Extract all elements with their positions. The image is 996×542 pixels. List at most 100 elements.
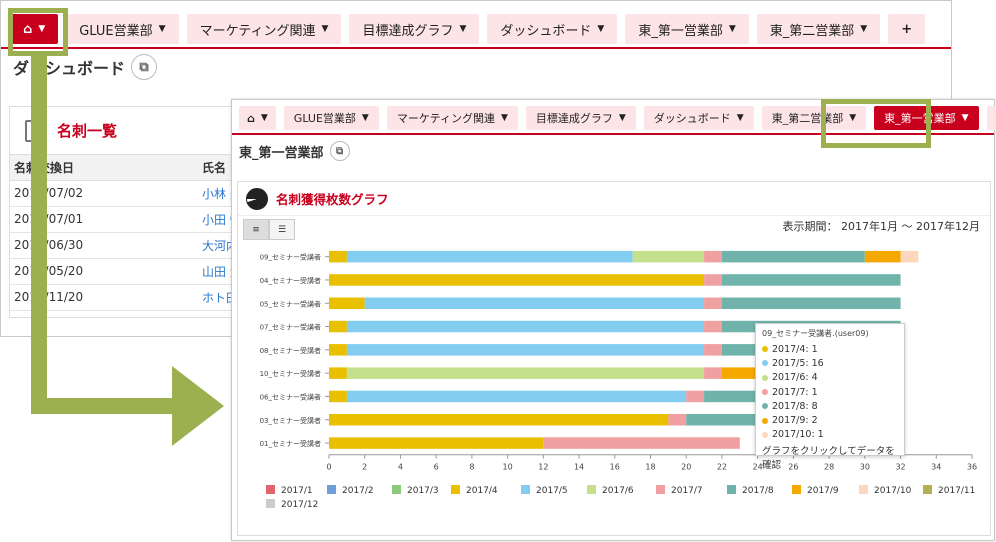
legend-label: 2017/5 [536, 486, 568, 496]
legend-swatch [656, 485, 665, 494]
tab-item[interactable]: マーケティング関連 ▼ [386, 106, 518, 130]
bar-segment[interactable] [686, 390, 705, 403]
series-dot-icon [762, 374, 768, 381]
chevron-down-icon: ▼ [618, 113, 626, 123]
y-tick-label: 04_セミナー受講者 [260, 276, 321, 285]
tooltip-row-label: 2017/9: 2 [772, 415, 818, 427]
chevron-down-icon: ▼ [459, 24, 467, 34]
tooltip-hint: グラフをクリックしてデータを確認 [762, 446, 895, 472]
add-tab-button[interactable]: + [888, 14, 926, 44]
home-icon: ⌂ [23, 21, 33, 37]
bar-segment[interactable] [329, 390, 347, 403]
bar-segment[interactable] [632, 250, 705, 263]
y-tick-label: 06_セミナー受講者 [260, 392, 321, 401]
series-dot-icon [762, 417, 768, 424]
bar-segment[interactable] [721, 274, 901, 286]
tooltip-title: 09_セミナー受講者.(user09) [762, 329, 869, 338]
bar-segment[interactable] [704, 344, 722, 356]
bar-segment[interactable] [346, 367, 705, 379]
x-tick-label: 8 [469, 463, 474, 472]
tab-underline [1, 47, 951, 49]
bar-segment[interactable] [329, 344, 347, 356]
tab-home[interactable]: ⌂ ▼ [10, 14, 59, 44]
legend-swatch [587, 485, 596, 494]
bar-chart-icon[interactable]: ≡ [243, 219, 269, 240]
chart-type-toggle: ≡ ☰ [243, 219, 295, 240]
y-tick-label: 07_セミナー受講者 [260, 323, 321, 332]
tab-item[interactable]: 目標達成グラフ ▼ [525, 106, 636, 130]
tab-item[interactable]: 目標達成グラフ ▼ [349, 14, 480, 44]
legend-label: 2017/12 [281, 500, 318, 510]
chevron-down-icon: ▼ [361, 113, 369, 123]
tab-item[interactable]: GLUE営業部 ▼ [283, 106, 379, 130]
bar-segment[interactable] [721, 297, 901, 310]
tooltip-row-label: 2017/7: 1 [772, 386, 818, 398]
x-tick-label: 22 [717, 463, 727, 472]
tooltip-row: 2017/7: 1 [762, 385, 898, 399]
chevron-down-icon: ▼ [38, 24, 46, 34]
tooltip-row: 2017/8: 8 [762, 399, 898, 413]
legend-swatch [923, 485, 932, 494]
series-dot-icon [762, 346, 768, 353]
bar-segment[interactable] [329, 367, 347, 379]
x-tick-label: 6 [434, 463, 439, 472]
tab-home[interactable]: ⌂ ▼ [239, 106, 276, 130]
chevron-down-icon: ▼ [158, 24, 166, 34]
group-window: ⌂ ▼ GLUE営業部 ▼ マーケティング関連 ▼ 目標達成グラフ ▼ ダッシュボード ▼ 東_第二… [231, 99, 996, 541]
tab-item[interactable]: GLUE営業部 ▼ [66, 14, 179, 44]
y-tick-label: 09_セミナー受講者 [260, 253, 321, 262]
bar-segment[interactable] [329, 250, 347, 263]
bar-segment[interactable] [329, 414, 669, 426]
y-tick-label: 08_セミナー受講者 [260, 346, 321, 355]
copy-icon[interactable]: ⧉ [329, 141, 350, 161]
bar-segment[interactable] [364, 297, 705, 310]
chevron-down-icon: ▼ [260, 113, 268, 123]
tab-item[interactable]: 東_第一営業部 ▼ [625, 14, 749, 44]
bar-segment[interactable] [543, 437, 740, 449]
bar-segment[interactable] [704, 274, 722, 286]
x-tick-label: 34 [931, 463, 941, 472]
x-tick-label: 0 [326, 463, 331, 472]
copy-icon[interactable]: ⧉ [131, 54, 158, 80]
bar-segment[interactable] [329, 437, 544, 449]
x-tick-label: 36 [967, 463, 977, 472]
chart-tooltip: 09_セミナー受講者.(user09) 2017/4: 1 2017/5: 16 2… [755, 323, 905, 471]
x-tick-label: 26 [788, 463, 798, 472]
tab-item[interactable]: ダッシュボード ▼ [487, 14, 618, 44]
bar-segment[interactable] [704, 297, 722, 310]
series-dot-icon [762, 403, 768, 410]
chevron-down-icon: ▼ [860, 24, 868, 34]
chevron-down-icon: ▼ [597, 24, 605, 34]
legend-swatch [521, 485, 530, 494]
bar-chart-alt-icon[interactable]: ☰ [269, 219, 295, 240]
bar-segment[interactable] [900, 250, 919, 263]
y-tick-label: 05_セミナー受講者 [260, 299, 321, 308]
bar-segment[interactable] [704, 320, 722, 333]
add-tab-button[interactable]: + [986, 106, 996, 130]
bar-segment[interactable] [329, 320, 347, 333]
legend-swatch [327, 485, 336, 494]
stacked-bar-chart[interactable]: 0 2 4 6 8 10 12 14 16 18 20 22 24 26 28 30 32 34 3609_セミナー… [238, 182, 992, 537]
tab-item[interactable]: ダッシュボード ▼ [643, 106, 754, 130]
bar-segment[interactable] [721, 250, 865, 263]
bar-segment[interactable] [329, 274, 705, 286]
bar-segment[interactable] [704, 250, 722, 263]
bar-segment[interactable] [346, 344, 705, 356]
bar-segment[interactable] [346, 250, 633, 263]
x-tick-label: 14 [574, 463, 584, 472]
bar-segment[interactable] [864, 250, 901, 263]
bar-segment[interactable] [668, 414, 687, 426]
bar-segment[interactable] [346, 390, 687, 403]
tab-label: 目標達成グラフ [362, 23, 454, 39]
tab-item[interactable]: 東_第二営業部 ▼ [756, 14, 881, 44]
tab-label: 東_第二営業部 [769, 23, 855, 39]
graph-header: 名刺獲得枚数グラフ [238, 182, 990, 216]
home-icon: ⌂ [247, 111, 255, 125]
tab-item[interactable]: マーケティング関連 ▼ [186, 14, 342, 44]
bar-segment[interactable] [329, 297, 365, 310]
tooltip-row: 2017/4: 1 [762, 342, 898, 356]
legend-label: 2017/11 [938, 486, 975, 496]
bar-segment[interactable] [704, 367, 722, 379]
bar-segment[interactable] [346, 320, 705, 333]
legend-swatch [727, 485, 736, 494]
